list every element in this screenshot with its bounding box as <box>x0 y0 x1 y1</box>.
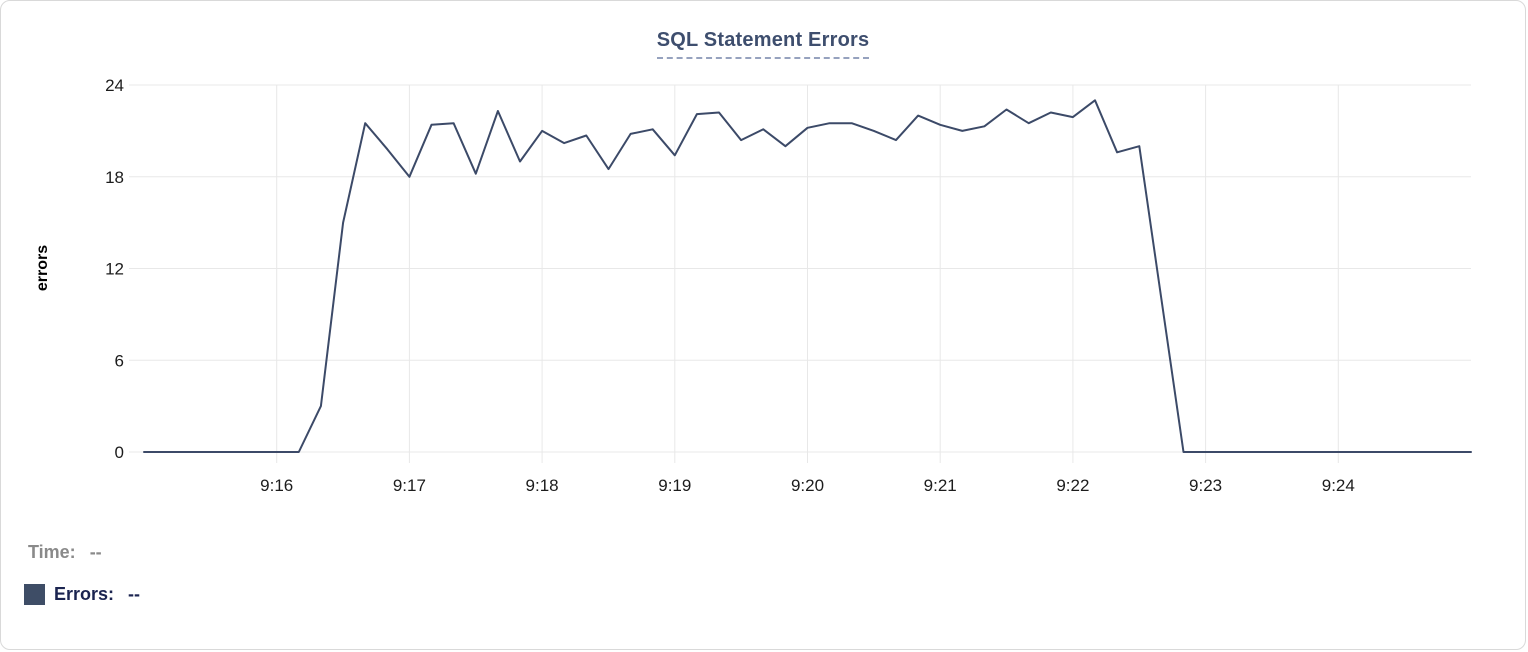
x-tick-label: 9:16 <box>260 476 293 495</box>
chart-plot-area[interactable]: 0 6 12 18 24 9:16 9:17 9:18 9:19 9:20 9:21 9:22 9:23… <box>1 1 1526 506</box>
x-tick-label: 9:18 <box>526 476 559 495</box>
errors-series-swatch <box>24 583 45 605</box>
errors-series-line <box>143 99 1472 453</box>
time-label: Time: <box>28 541 76 562</box>
y-tick-label: 18 <box>105 168 124 187</box>
errors-label: Errors: <box>54 583 115 604</box>
errors-readout-row: Errors: -- <box>24 583 140 605</box>
x-tick-label: 9:23 <box>1189 476 1222 495</box>
y-tick-label: 0 <box>115 443 124 462</box>
x-tick-label: 9:19 <box>658 476 691 495</box>
x-tick-label: 9:24 <box>1322 476 1355 495</box>
y-tick-label: 6 <box>115 351 124 370</box>
errors-value: -- <box>128 583 141 604</box>
time-readout-row: Time: -- <box>24 541 140 563</box>
y-axis-title: errors <box>34 245 51 291</box>
hover-readout: Time: -- Errors: -- <box>24 541 140 625</box>
chart-header: SQL Statement Errors <box>1 29 1525 59</box>
y-tick-label: 24 <box>105 76 124 95</box>
y-tick-label: 12 <box>105 260 124 279</box>
chart-title[interactable]: SQL Statement Errors <box>656 29 870 59</box>
time-value: -- <box>89 541 102 562</box>
x-tick-label: 9:22 <box>1056 476 1089 495</box>
x-tick-label: 9:21 <box>924 476 957 495</box>
x-tick-label: 9:20 <box>791 476 824 495</box>
x-tick-label: 9:17 <box>393 476 426 495</box>
